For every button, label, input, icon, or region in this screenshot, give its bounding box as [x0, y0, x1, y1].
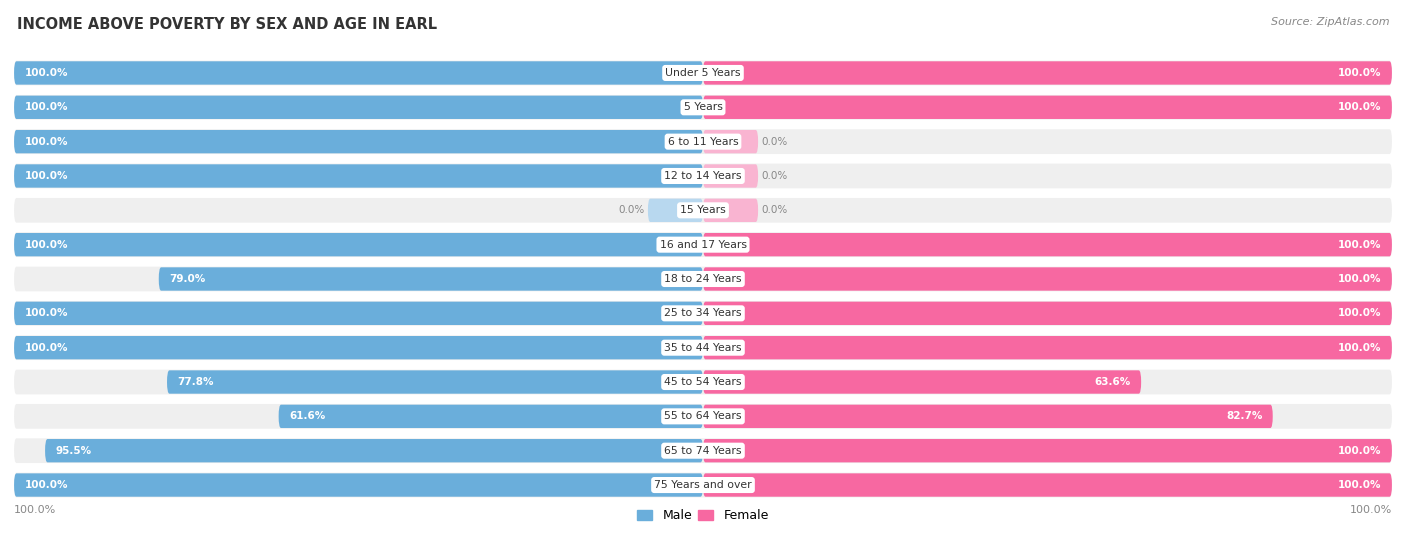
FancyBboxPatch shape [703, 267, 1392, 291]
FancyBboxPatch shape [14, 129, 1392, 154]
Text: 100.0%: 100.0% [24, 480, 67, 490]
FancyBboxPatch shape [14, 95, 1392, 119]
FancyBboxPatch shape [14, 164, 703, 187]
Text: 15 Years: 15 Years [681, 205, 725, 215]
FancyBboxPatch shape [14, 404, 1392, 429]
FancyBboxPatch shape [14, 336, 703, 359]
FancyBboxPatch shape [14, 335, 1392, 360]
Text: 65 to 74 Years: 65 to 74 Years [664, 446, 742, 456]
Legend: Male, Female: Male, Female [633, 504, 773, 527]
FancyBboxPatch shape [703, 336, 1392, 359]
Text: 100.0%: 100.0% [1339, 240, 1382, 249]
Text: 55 to 64 Years: 55 to 64 Years [664, 411, 742, 421]
Text: 100.0%: 100.0% [24, 343, 67, 353]
FancyBboxPatch shape [703, 371, 1142, 394]
Text: Source: ZipAtlas.com: Source: ZipAtlas.com [1271, 17, 1389, 27]
Text: 79.0%: 79.0% [169, 274, 205, 284]
FancyBboxPatch shape [703, 302, 1392, 325]
FancyBboxPatch shape [14, 163, 1392, 189]
Text: 100.0%: 100.0% [1339, 102, 1382, 112]
Text: 100.0%: 100.0% [24, 137, 67, 147]
Text: 0.0%: 0.0% [762, 171, 787, 181]
FancyBboxPatch shape [14, 473, 703, 497]
FancyBboxPatch shape [45, 439, 703, 463]
Text: 100.0%: 100.0% [1350, 505, 1392, 514]
Text: 75 Years and over: 75 Years and over [654, 480, 752, 490]
FancyBboxPatch shape [14, 267, 1392, 291]
Text: 61.6%: 61.6% [290, 411, 325, 421]
Text: 82.7%: 82.7% [1226, 411, 1263, 421]
FancyBboxPatch shape [14, 198, 1392, 223]
FancyBboxPatch shape [14, 130, 703, 153]
Text: 95.5%: 95.5% [55, 446, 91, 456]
FancyBboxPatch shape [167, 371, 703, 394]
Text: 100.0%: 100.0% [14, 505, 56, 514]
FancyBboxPatch shape [159, 267, 703, 291]
Text: 100.0%: 100.0% [24, 309, 67, 318]
FancyBboxPatch shape [14, 61, 703, 85]
Text: 100.0%: 100.0% [24, 68, 67, 78]
Text: Under 5 Years: Under 5 Years [665, 68, 741, 78]
Text: 100.0%: 100.0% [1339, 309, 1382, 318]
Text: 100.0%: 100.0% [1339, 274, 1382, 284]
Text: 100.0%: 100.0% [1339, 68, 1382, 78]
Text: 100.0%: 100.0% [1339, 343, 1382, 353]
FancyBboxPatch shape [648, 199, 703, 222]
FancyBboxPatch shape [14, 233, 703, 256]
FancyBboxPatch shape [703, 130, 758, 153]
FancyBboxPatch shape [703, 164, 758, 187]
FancyBboxPatch shape [14, 369, 1392, 395]
Text: 35 to 44 Years: 35 to 44 Years [664, 343, 742, 353]
Text: 0.0%: 0.0% [762, 205, 787, 215]
Text: 77.8%: 77.8% [177, 377, 214, 387]
FancyBboxPatch shape [703, 439, 1392, 463]
Text: 5 Years: 5 Years [683, 102, 723, 112]
Text: 100.0%: 100.0% [24, 240, 67, 249]
Text: 100.0%: 100.0% [1339, 480, 1382, 490]
FancyBboxPatch shape [14, 473, 1392, 497]
FancyBboxPatch shape [14, 302, 703, 325]
Text: 100.0%: 100.0% [24, 102, 67, 112]
Text: 45 to 54 Years: 45 to 54 Years [664, 377, 742, 387]
FancyBboxPatch shape [14, 61, 1392, 85]
Text: 0.0%: 0.0% [762, 137, 787, 147]
FancyBboxPatch shape [703, 405, 1272, 428]
FancyBboxPatch shape [703, 199, 758, 222]
Text: 25 to 34 Years: 25 to 34 Years [664, 309, 742, 318]
Text: 16 and 17 Years: 16 and 17 Years [659, 240, 747, 249]
FancyBboxPatch shape [14, 232, 1392, 257]
Text: 100.0%: 100.0% [24, 171, 67, 181]
FancyBboxPatch shape [703, 61, 1392, 85]
FancyBboxPatch shape [703, 473, 1392, 497]
Text: 18 to 24 Years: 18 to 24 Years [664, 274, 742, 284]
Text: 6 to 11 Years: 6 to 11 Years [668, 137, 738, 147]
Text: 12 to 14 Years: 12 to 14 Years [664, 171, 742, 181]
FancyBboxPatch shape [14, 95, 703, 119]
Text: 63.6%: 63.6% [1095, 377, 1130, 387]
FancyBboxPatch shape [14, 301, 1392, 326]
Text: INCOME ABOVE POVERTY BY SEX AND AGE IN EARL: INCOME ABOVE POVERTY BY SEX AND AGE IN E… [17, 17, 437, 32]
Text: 100.0%: 100.0% [1339, 446, 1382, 456]
FancyBboxPatch shape [703, 233, 1392, 256]
FancyBboxPatch shape [14, 439, 1392, 463]
FancyBboxPatch shape [278, 405, 703, 428]
Text: 0.0%: 0.0% [619, 205, 644, 215]
FancyBboxPatch shape [703, 95, 1392, 119]
